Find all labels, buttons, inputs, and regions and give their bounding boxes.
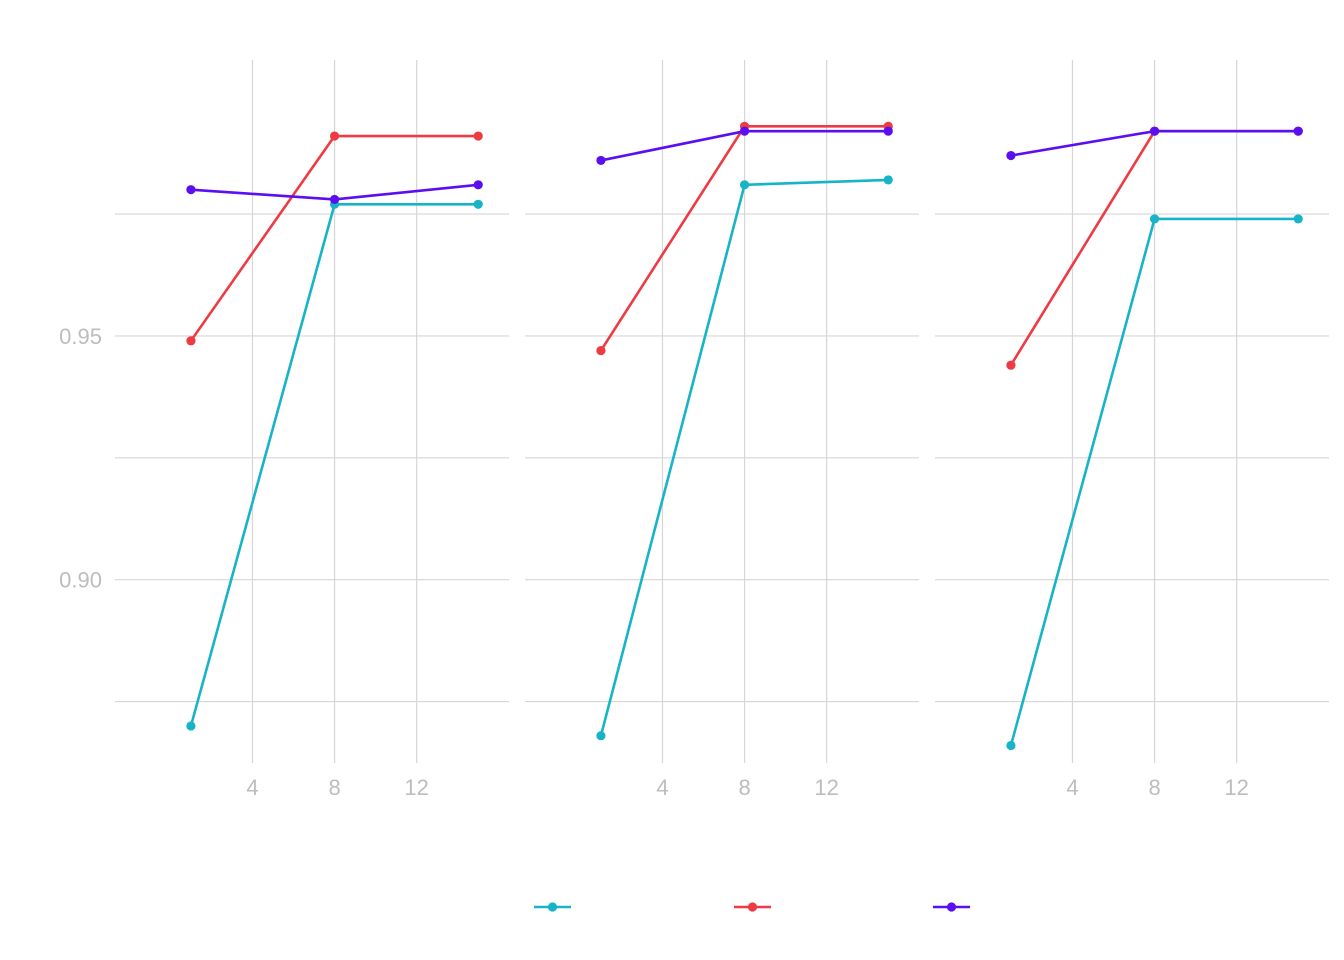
data-point	[739, 126, 750, 136]
x-tick-label: 12	[1224, 775, 1248, 800]
x-tick-label: 8	[328, 775, 340, 800]
y-tick-label: 0.95	[59, 324, 102, 349]
legend-key-point	[747, 902, 758, 912]
data-point	[1006, 360, 1016, 370]
data-point	[186, 721, 196, 731]
data-point	[473, 199, 483, 209]
data-point	[1293, 126, 1303, 136]
chart-panel-2: 4 8 12	[525, 60, 919, 800]
chart-panels: 4 8 12 0.90 0.95 4 8 12 4 8 12	[59, 60, 1329, 800]
data-point	[596, 345, 606, 356]
data-point	[329, 131, 340, 141]
chart-legend	[534, 902, 970, 912]
legend-key-3	[933, 902, 970, 912]
x-tick-label: 12	[814, 775, 838, 800]
data-point	[883, 126, 893, 136]
data-point	[739, 180, 750, 190]
data-point	[1149, 126, 1160, 136]
data-point	[1006, 150, 1016, 161]
data-point	[596, 731, 606, 741]
data-point	[1006, 740, 1016, 751]
y-tick-label: 0.90	[59, 568, 102, 593]
data-point	[473, 131, 483, 141]
data-point	[473, 180, 483, 190]
data-point	[186, 336, 196, 346]
data-point	[329, 194, 340, 205]
legend-key-point	[547, 902, 558, 912]
legend-key-1	[534, 902, 571, 912]
legend-key-2	[734, 902, 771, 912]
data-point	[1293, 214, 1303, 224]
x-tick-label: 4	[656, 775, 668, 800]
chart-panel-3: 4 8 12	[935, 60, 1329, 800]
x-tick-label: 4	[1066, 775, 1078, 800]
legend-key-point	[946, 902, 957, 912]
data-point	[883, 175, 893, 185]
x-tick-label: 8	[1148, 775, 1160, 800]
data-point	[1149, 214, 1160, 224]
x-tick-label: 12	[404, 775, 428, 800]
x-tick-label: 4	[246, 775, 258, 800]
data-point	[596, 155, 606, 166]
chart-panel-1: 4 8 12 0.90 0.95	[59, 60, 509, 800]
data-point	[186, 185, 196, 195]
x-tick-label: 8	[738, 775, 750, 800]
